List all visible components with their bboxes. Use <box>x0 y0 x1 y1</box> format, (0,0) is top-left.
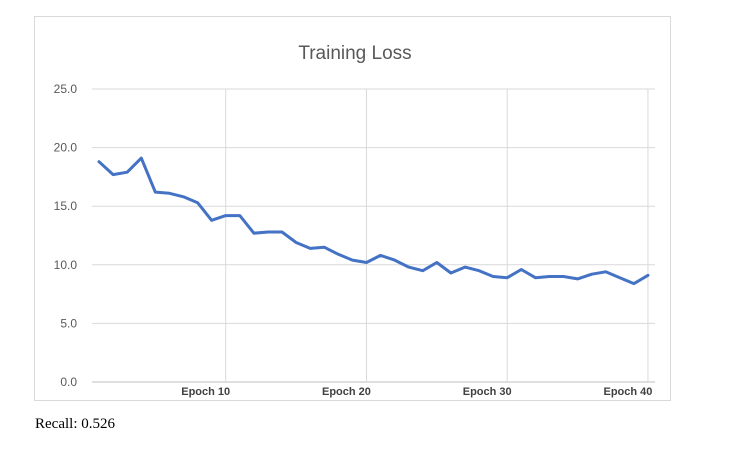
data-point <box>210 219 213 222</box>
data-point <box>379 254 382 257</box>
data-point <box>491 275 495 278</box>
y-tick-label: 10.0 <box>54 258 78 272</box>
data-point <box>604 270 607 274</box>
chart-frame: Training Loss 0.0 5.0 10.0 15.0 20.0 25.0 Epo… <box>34 16 671 401</box>
data-point <box>125 171 129 174</box>
y-tick-label: 15.0 <box>54 199 78 213</box>
data-point <box>337 253 340 256</box>
data-point <box>590 272 593 276</box>
x-tick-label: Epoch 10 <box>181 386 230 398</box>
data-point <box>534 276 537 279</box>
y-tick-label: 5.0 <box>60 316 77 330</box>
data-point <box>280 230 284 234</box>
data-point <box>196 201 199 204</box>
data-point <box>351 258 354 262</box>
x-tick-labels: Epoch 10 Epoch 20 Epoch 30 Epoch 40 <box>181 386 652 398</box>
data-point <box>308 247 312 250</box>
gridlines <box>92 88 655 383</box>
data-point <box>323 246 326 249</box>
data-point <box>294 241 298 244</box>
data-point <box>477 269 481 272</box>
series-group <box>97 156 650 286</box>
data-point <box>632 282 636 285</box>
data-point <box>140 156 143 160</box>
data-point <box>463 265 467 269</box>
chart-title: Training Loss <box>298 43 411 64</box>
data-point <box>182 195 185 199</box>
y-tick-labels: 0.0 5.0 10.0 15.0 20.0 25.0 <box>54 82 78 389</box>
y-tick-label: 25.0 <box>54 82 78 96</box>
data-point <box>407 265 410 269</box>
y-tick-label: 0.0 <box>60 375 77 389</box>
data-point <box>548 275 551 278</box>
data-point <box>506 276 509 279</box>
data-point <box>435 261 439 264</box>
data-point <box>111 173 115 176</box>
x-tick-label: Epoch 20 <box>322 386 371 398</box>
data-point <box>646 274 650 277</box>
data-point <box>238 214 241 217</box>
data-point <box>154 190 157 194</box>
data-point <box>266 230 270 234</box>
data-point <box>224 214 227 217</box>
data-point <box>393 258 396 262</box>
recall-caption: Recall: 0.526 <box>35 416 115 432</box>
data-point <box>168 192 171 195</box>
data-point <box>252 231 256 235</box>
x-tick-label: Epoch 30 <box>463 386 512 398</box>
data-point <box>618 276 622 279</box>
data-point <box>576 277 579 281</box>
data-point <box>421 269 424 272</box>
x-tick-label: Epoch 40 <box>604 386 653 398</box>
y-tick-label: 20.0 <box>54 141 78 155</box>
data-point <box>97 160 101 163</box>
data-point <box>449 271 453 275</box>
data-point <box>520 268 523 271</box>
data-point <box>562 275 565 278</box>
data-point <box>365 261 368 264</box>
training-loss-chart: Training Loss 0.0 5.0 10.0 15.0 20.0 25.0 Epo… <box>54 43 655 398</box>
series-line <box>97 156 650 286</box>
